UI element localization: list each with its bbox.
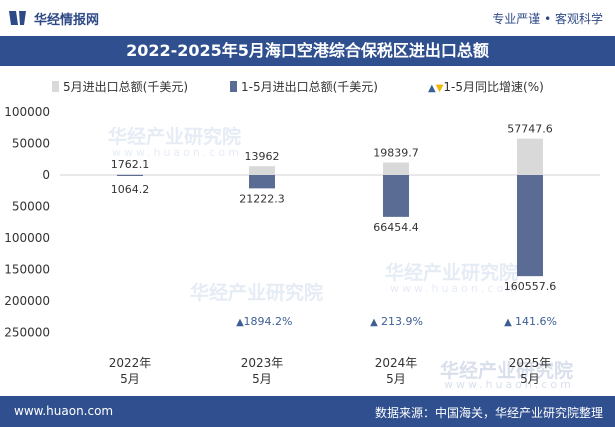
- x-tick-label: 5月: [386, 372, 406, 386]
- legend: 5月进出口总额(千美元) 1-5月进出口总额(千美元) ▲▼1-5月同比增速(%…: [0, 78, 615, 94]
- growth-up-marker: ▲: [504, 317, 512, 328]
- bar-ytd: [383, 175, 409, 217]
- chart-plot: 100000 50000 0 50000 100000 150000 200000 25000…: [4, 105, 600, 386]
- watermark-url: www.huaon.com: [444, 378, 574, 391]
- data-label-monthly: 19839.7: [373, 147, 419, 160]
- growth-label: 213.9%: [381, 315, 423, 328]
- watermark-url: www.huaon.com: [112, 146, 242, 159]
- brand-name: 华经情报网: [34, 13, 100, 28]
- data-label-ytd: 66454.4: [373, 221, 419, 234]
- y-tick-label: 200000: [4, 294, 50, 308]
- x-tick-label: 2024年: [375, 356, 418, 370]
- bar-ytd: [117, 175, 143, 176]
- watermark: 华经产业研究院: [108, 126, 242, 148]
- triangle-down-icon: ▼: [435, 83, 444, 94]
- bar-ytd: [249, 175, 275, 189]
- growth-up-marker: ▲: [370, 317, 378, 328]
- y-tick-label: 150000: [4, 263, 50, 277]
- legend-item-growth: ▲▼1-5月同比增速(%): [428, 78, 544, 95]
- watermark: 华经产业研究院: [190, 282, 324, 304]
- footer-website: www.huaon.com: [14, 404, 114, 418]
- footer: www.huaon.com 数据来源：中国海关，华经产业研究院整理: [0, 396, 615, 427]
- growth-up-marker: ▲: [236, 317, 244, 328]
- bar-monthly: [117, 173, 143, 175]
- data-label-ytd: 21222.3: [239, 192, 285, 205]
- data-label-monthly: 1762.1: [111, 158, 150, 171]
- y-tick-label: 0: [42, 168, 50, 182]
- legend-swatch-ytd: [230, 81, 237, 92]
- legend-label-monthly: 5月进出口总额(千美元): [63, 80, 188, 94]
- legend-label-growth: 1-5月同比增速(%): [443, 80, 544, 94]
- data-label-ytd: 1064.2: [111, 183, 150, 196]
- x-tick-label: 5月: [252, 372, 272, 386]
- legend-item-ytd: 1-5月进出口总额(千美元): [230, 78, 378, 95]
- y-tick-label: 50000: [12, 200, 50, 214]
- legend-label-ytd: 1-5月进出口总额(千美元): [241, 80, 378, 94]
- y-tick-label: 50000: [12, 137, 50, 151]
- watermark: 华经产业研究院: [440, 360, 574, 382]
- bar-monthly: [249, 166, 275, 175]
- bar-monthly: [383, 162, 409, 175]
- top-bar: 华经情报网 专业严谨 • 客观科学: [0, 0, 615, 36]
- legend-item-monthly: 5月进出口总额(千美元): [52, 78, 188, 95]
- growth-label: 141.6%: [515, 315, 557, 328]
- x-tick-label: 5月: [520, 372, 540, 386]
- chart-title: 2022-2025年5月海口空港综合保税区进出口总额: [0, 36, 615, 66]
- tagline: 专业严谨 • 客观科学: [492, 12, 603, 26]
- legend-swatch-monthly: [52, 81, 59, 92]
- data-label-monthly: 57747.6: [507, 123, 553, 136]
- x-tick-label: 2022年: [109, 356, 152, 370]
- y-tick-label: 250000: [4, 326, 50, 340]
- x-tick-label: 2023年: [241, 356, 284, 370]
- data-label-monthly: 13962: [245, 150, 280, 163]
- footer-source: 数据来源：中国海关，华经产业研究院整理: [374, 406, 603, 420]
- watermark-url: www.huaon.com: [390, 282, 520, 295]
- x-tick-label: 5月: [120, 372, 140, 386]
- data-label-ytd: 160557.6: [504, 280, 557, 293]
- huajing-logo-icon: [9, 11, 26, 25]
- bar-monthly: [517, 138, 543, 175]
- triangle-up-icon: ▲: [428, 83, 436, 94]
- y-tick-label: 100000: [4, 231, 50, 245]
- watermark: 华经产业研究院: [385, 262, 519, 284]
- x-tick-label: 2025年: [509, 356, 552, 370]
- growth-label: 1894.2%: [244, 315, 293, 328]
- bar-ytd: [517, 175, 543, 277]
- y-tick-label: 100000: [4, 105, 50, 119]
